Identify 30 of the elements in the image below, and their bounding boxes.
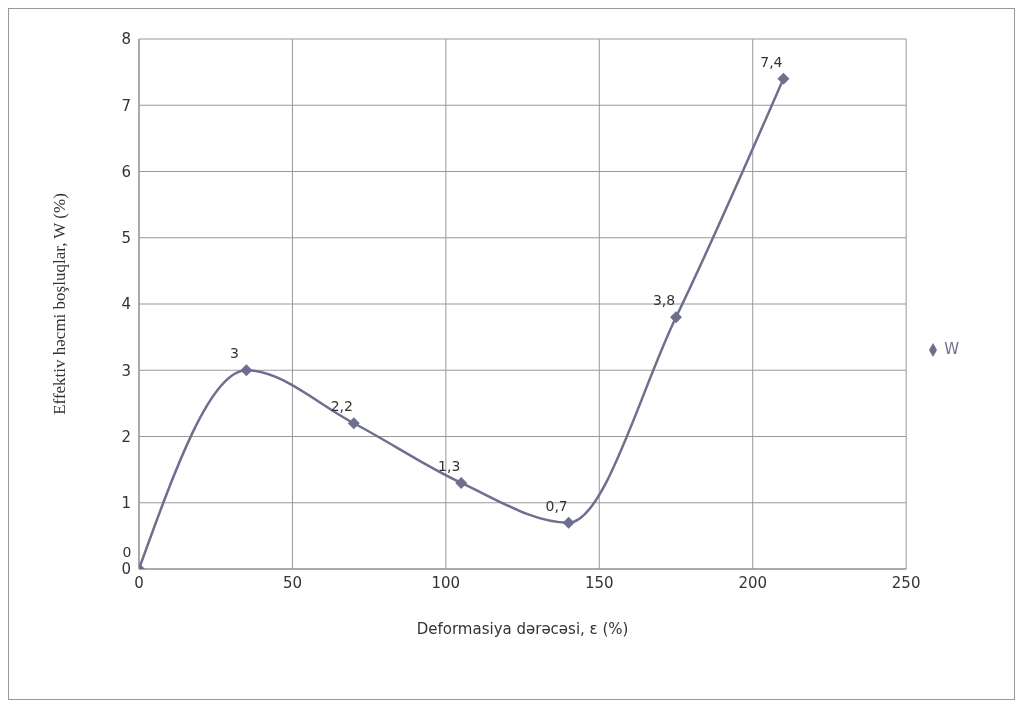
x-tick-label: 150 xyxy=(584,573,614,592)
y-tick-label: 5 xyxy=(121,229,131,248)
point xyxy=(670,311,683,324)
x-axis-title: Deformasiya dərəcəsi, ε (%) xyxy=(416,620,629,638)
data-label: 0,7 xyxy=(545,497,568,514)
y-tick-label: 6 xyxy=(121,162,131,181)
y-tick-label: 3 xyxy=(121,361,131,380)
x-tick-label: 0 xyxy=(134,573,144,592)
y-tick-label: 0 xyxy=(121,560,131,579)
y-tick-label: 1 xyxy=(121,494,131,513)
legend-label: W xyxy=(944,340,959,358)
point xyxy=(777,72,790,85)
data-label: 1,3 xyxy=(438,457,461,474)
point xyxy=(562,516,575,529)
data-label: 2,2 xyxy=(330,398,353,415)
y-tick-label: 7 xyxy=(121,96,131,115)
data-label: 3,8 xyxy=(652,292,676,309)
data-label: 3 xyxy=(229,345,239,362)
x-tick-label: 200 xyxy=(738,573,768,592)
x-tick-label: 50 xyxy=(282,573,302,592)
point xyxy=(455,476,468,489)
data-label: 7,4 xyxy=(760,53,783,70)
y-axis-title: Effektiv həcmi boşluqlar, W (%) xyxy=(50,193,70,415)
point xyxy=(347,417,360,430)
y-tick-label: 4 xyxy=(121,295,131,314)
y-tick-label: 2 xyxy=(121,427,131,446)
x-tick-label: 100 xyxy=(431,573,461,592)
x-tick-label: 250 xyxy=(891,573,921,592)
point xyxy=(240,364,253,377)
y-tick-label: 8 xyxy=(121,30,131,49)
